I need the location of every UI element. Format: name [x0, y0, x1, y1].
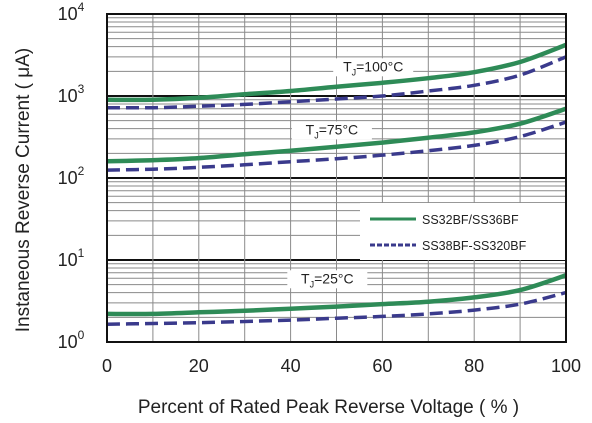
y-tick-labels: 100 101 102 103 104	[58, 0, 85, 352]
x-tick-label: 80	[464, 356, 484, 376]
series-line-ss32bf-ss36bf-100c	[106, 42, 567, 103]
temperature-label: TJ=75°C	[306, 121, 359, 140]
x-tick-label: 100	[551, 356, 581, 376]
legend-label: SS38BF-SS320BF	[422, 239, 527, 253]
y-tick-label: 101	[58, 246, 85, 270]
x-tick-labels: 0 20 40 60 80 100	[102, 356, 581, 376]
y-tick-label: 102	[58, 164, 85, 188]
legend-background	[360, 203, 566, 260]
y-tick-label: 103	[58, 82, 85, 106]
y-tick-label: 104	[58, 0, 85, 24]
x-tick-label: 40	[281, 356, 301, 376]
temperature-label: TJ=25°C	[301, 270, 354, 289]
temperature-label: TJ=100°C	[343, 58, 403, 77]
legend-label: SS32BF/SS36BF	[422, 213, 519, 227]
series-line-ss32bf-ss36bf-25c	[106, 273, 567, 317]
y-tick-label: 100	[58, 328, 85, 352]
x-tick-label: 0	[102, 356, 112, 376]
annotation-background	[287, 270, 368, 289]
annotation-background	[291, 121, 372, 140]
temperature-annotations: TJ=100°C TJ=75°C TJ=25°C	[287, 58, 414, 289]
series-line-ss38bf-ss320bf-25c	[106, 290, 567, 326]
plot-frame	[106, 13, 567, 343]
series-line-ss32bf-ss36bf-75c	[106, 106, 567, 164]
y-axis-title: Instaneous Reverse Current ( μA)	[13, 48, 34, 332]
legend: SS32BF/SS36BF SS38BF-SS320BF	[370, 213, 527, 253]
legend-box	[360, 203, 566, 260]
x-axis-title: Percent of Rated Peak Reverse Voltage ( …	[138, 397, 519, 418]
series-line-ss38bf-ss320bf-75c	[106, 120, 567, 172]
series-lines	[106, 42, 567, 326]
annotation-background	[333, 58, 414, 77]
series-line-ss38bf-ss320bf-100c	[106, 55, 567, 110]
x-tick-label: 60	[372, 356, 392, 376]
x-tick-label: 20	[189, 356, 209, 376]
